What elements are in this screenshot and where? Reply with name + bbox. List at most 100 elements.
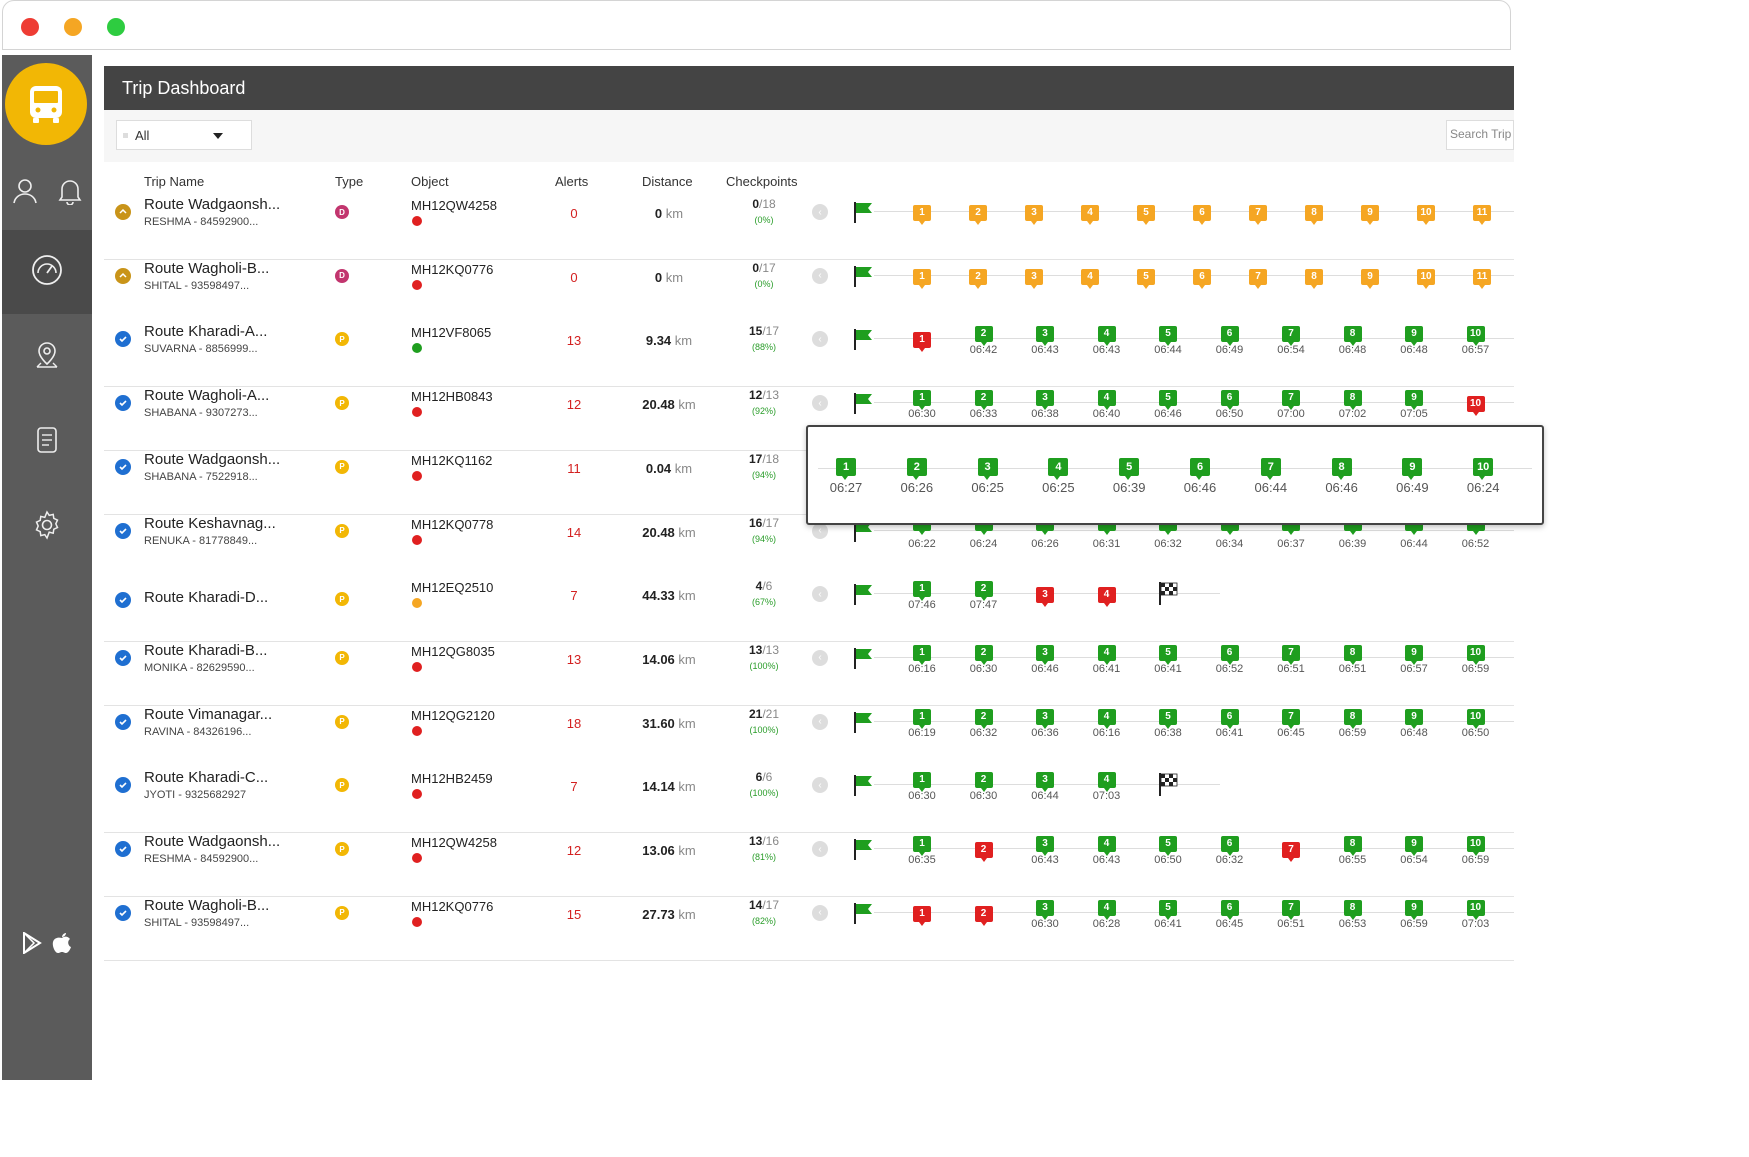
alert-count[interactable]: 13 bbox=[566, 651, 582, 667]
checkpoint-marker[interactable]: 3 06:30 bbox=[1015, 897, 1075, 930]
checkpoint-marker[interactable]: 7 07:00 bbox=[1261, 387, 1321, 420]
table-row[interactable]: Route Kharadi-B... MONIKA - 82629590... P M… bbox=[104, 641, 1514, 706]
checkpoint-marker[interactable]: 4 bbox=[1060, 202, 1120, 225]
popup-checkpoint-marker[interactable]: 5 06:39 bbox=[1094, 457, 1164, 495]
checkpoint-marker[interactable]: 9 07:05 bbox=[1384, 387, 1444, 420]
alert-count[interactable]: 14 bbox=[566, 524, 582, 540]
checkpoint-marker[interactable]: 3 bbox=[1015, 584, 1075, 608]
checkpoint-marker[interactable]: 7 06:51 bbox=[1261, 897, 1321, 930]
object-id[interactable]: MH12QG2120 bbox=[411, 707, 495, 723]
checkpoint-marker[interactable]: 5 bbox=[1116, 266, 1176, 289]
alert-count[interactable]: 13 bbox=[566, 333, 582, 349]
checkpoint-marker[interactable]: 9 06:54 bbox=[1384, 833, 1444, 866]
checkpoint-marker[interactable]: 3 06:43 bbox=[1015, 833, 1075, 866]
trip-name[interactable]: Route Kharadi-D... bbox=[144, 589, 269, 607]
sidebar-item-location[interactable] bbox=[2, 335, 92, 379]
checkpoint-marker[interactable]: 4 06:28 bbox=[1077, 897, 1137, 930]
checkpoint-marker[interactable]: 8 06:53 bbox=[1323, 897, 1383, 930]
table-row[interactable]: Route Kharadi-D... P MH12EQ2510 7 44.33 km 4/… bbox=[104, 578, 1514, 643]
checkpoint-marker[interactable]: 6 06:32 bbox=[1200, 833, 1260, 866]
checkpoint-marker[interactable]: 10 bbox=[1446, 393, 1506, 417]
expand-arrow-icon[interactable]: ‹ bbox=[812, 777, 828, 794]
checkpoint-marker[interactable]: 6 06:45 bbox=[1200, 897, 1260, 930]
table-row[interactable]: Route Wagholi-B... SHITAL - 93598497... D M… bbox=[104, 259, 1514, 324]
checkpoint-marker[interactable]: 5 06:38 bbox=[1138, 706, 1198, 739]
checkpoint-marker[interactable]: 2 bbox=[948, 202, 1008, 225]
column-checkpoints[interactable]: Checkpoints bbox=[726, 174, 798, 189]
object-id[interactable]: MH12KQ1162 bbox=[411, 452, 493, 468]
checkpoint-marker[interactable]: 9 bbox=[1340, 202, 1400, 225]
checkpoint-marker[interactable]: 6 06:41 bbox=[1200, 706, 1260, 739]
checkpoint-marker[interactable]: 5 bbox=[1116, 202, 1176, 225]
object-id[interactable]: MH12HB2459 bbox=[411, 771, 493, 787]
table-row[interactable]: Route Vimanagar... RAVINA - 84326196... P M… bbox=[104, 705, 1514, 770]
object-id[interactable]: MH12KQ0776 bbox=[411, 898, 494, 914]
trip-name[interactable]: Route Vimanagar... bbox=[144, 705, 273, 723]
checkpoint-marker[interactable]: 9 06:59 bbox=[1384, 897, 1444, 930]
expand-arrow-icon[interactable]: ‹ bbox=[812, 713, 828, 730]
checkpoint-marker[interactable]: 1 06:19 bbox=[892, 706, 952, 739]
checkpoint-marker[interactable]: 10 06:50 bbox=[1446, 706, 1506, 739]
expand-arrow-icon[interactable]: ‹ bbox=[812, 904, 828, 921]
popup-checkpoint-marker[interactable]: 9 06:49 bbox=[1377, 457, 1447, 495]
sidebar-item-settings[interactable] bbox=[2, 505, 92, 549]
trip-filter-select[interactable]: All bbox=[116, 120, 252, 150]
column-trip-name[interactable]: Trip Name bbox=[144, 174, 205, 189]
checkpoint-marker[interactable]: 4 06:43 bbox=[1077, 323, 1137, 356]
checkpoint-marker[interactable]: 1 bbox=[892, 903, 952, 926]
checkpoint-marker[interactable]: 3 bbox=[1004, 202, 1064, 225]
checkpoint-marker[interactable]: 4 06:40 bbox=[1077, 387, 1137, 420]
trip-name[interactable]: Route Keshavnag... bbox=[144, 514, 276, 532]
checkpoint-marker[interactable]: 8 06:59 bbox=[1323, 706, 1383, 739]
checkpoint-marker[interactable]: 3 06:38 bbox=[1015, 387, 1075, 420]
checkpoint-marker[interactable]: 1 bbox=[892, 329, 952, 353]
checkpoint-marker[interactable]: 4 bbox=[1077, 584, 1137, 608]
expand-arrow-icon[interactable]: ‹ bbox=[812, 522, 828, 539]
checkpoint-marker[interactable]: 7 bbox=[1228, 266, 1288, 289]
checkpoint-marker[interactable]: 4 07:03 bbox=[1077, 769, 1137, 802]
checkpoint-marker[interactable]: 2 06:42 bbox=[954, 323, 1014, 356]
expand-arrow-icon[interactable]: ‹ bbox=[812, 395, 828, 412]
column-type[interactable]: Type bbox=[335, 174, 364, 189]
trip-name[interactable]: Route Wadgaonsh... bbox=[144, 450, 281, 468]
object-id[interactable]: MH12KQ0776 bbox=[411, 261, 494, 277]
alert-count[interactable]: 7 bbox=[570, 779, 578, 795]
checkpoint-marker[interactable]: 2 06:32 bbox=[954, 706, 1014, 739]
trip-name[interactable]: Route Kharadi-A... bbox=[144, 323, 268, 341]
table-row[interactable]: Route Kharadi-C... JYOTI - 9325682927 P MH1… bbox=[104, 769, 1514, 834]
checkpoint-marker[interactable]: 3 06:44 bbox=[1015, 769, 1075, 802]
trip-name[interactable]: Route Wadgaonsh... bbox=[144, 833, 281, 850]
checkpoint-marker[interactable]: 4 06:43 bbox=[1077, 833, 1137, 866]
checkpoint-marker[interactable]: 8 bbox=[1284, 266, 1344, 289]
checkpoint-marker[interactable]: 7 06:45 bbox=[1261, 706, 1321, 739]
minimize-window-button[interactable] bbox=[64, 18, 82, 36]
checkpoint-marker[interactable]: 11 bbox=[1452, 202, 1512, 225]
checkpoint-marker[interactable]: 3 bbox=[1004, 266, 1064, 289]
popup-checkpoint-marker[interactable]: 7 06:44 bbox=[1236, 457, 1306, 495]
checkpoint-marker[interactable]: 7 bbox=[1261, 839, 1321, 862]
user-icon[interactable] bbox=[11, 177, 39, 210]
object-id[interactable]: MH12HB0843 bbox=[411, 389, 493, 405]
object-id[interactable]: MH12QW4258 bbox=[411, 198, 497, 213]
checkpoint-marker[interactable]: 1 06:16 bbox=[892, 642, 952, 675]
checkpoint-marker[interactable]: 10 bbox=[1396, 202, 1456, 225]
checkpoint-marker[interactable]: 5 06:41 bbox=[1138, 642, 1198, 675]
trip-name[interactable]: Route Kharadi-B... bbox=[144, 641, 268, 659]
alert-count[interactable]: 11 bbox=[567, 460, 581, 476]
table-row[interactable]: Route Wadgaonsh... RESHMA - 84592900... P M… bbox=[104, 833, 1514, 897]
column-distance[interactable]: Distance bbox=[642, 174, 693, 189]
checkpoint-marker[interactable]: 6 06:49 bbox=[1200, 323, 1260, 356]
trip-name[interactable]: Route Kharadi-C... bbox=[144, 769, 269, 787]
checkpoint-marker[interactable]: 1 06:30 bbox=[892, 769, 952, 802]
checkpoint-marker[interactable]: 8 06:51 bbox=[1323, 642, 1383, 675]
checkpoint-marker[interactable]: 8 06:48 bbox=[1323, 323, 1383, 356]
column-object[interactable]: Object bbox=[411, 174, 449, 189]
alert-count[interactable]: 12 bbox=[566, 397, 582, 413]
checkpoint-marker[interactable]: 10 06:57 bbox=[1446, 323, 1506, 356]
object-id[interactable]: MH12VF8065 bbox=[411, 325, 492, 341]
checkpoint-marker[interactable]: 2 06:30 bbox=[954, 642, 1014, 675]
table-row[interactable]: Route Wadgaonsh... RESHMA - 84592900... D M… bbox=[104, 196, 1514, 260]
object-id[interactable]: MH12KQ0778 bbox=[411, 516, 494, 532]
checkpoint-marker[interactable]: 2 07:47 bbox=[954, 578, 1014, 611]
checkpoint-marker[interactable]: 4 06:16 bbox=[1077, 706, 1137, 739]
